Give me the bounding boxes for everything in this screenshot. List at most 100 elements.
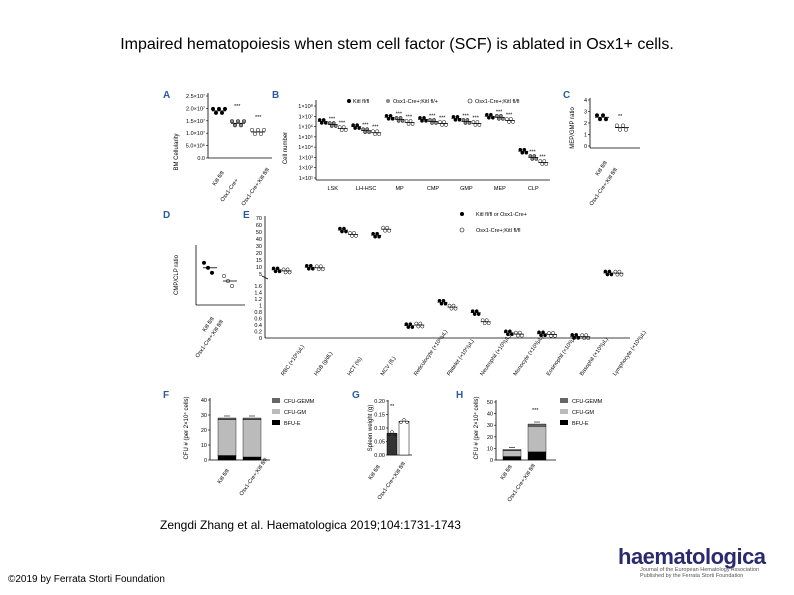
data-point (232, 123, 238, 128)
xtick-label: Reticulocyte (×10⁶/μL) (412, 328, 449, 377)
ytick-label: 1.4 (254, 291, 262, 297)
ytick-label: 10 (201, 443, 207, 449)
data-point (321, 118, 326, 122)
panel-f-ylabel: CFU # (per 2×10⁴ cells) (183, 396, 190, 459)
ytick-label: 10 (487, 446, 493, 452)
xtick-label: CLP (528, 186, 539, 192)
ytick-label: 1.0×10⁷ (186, 130, 205, 137)
panel-h: H CFU # (per 2×10⁴ cells) 50 40 30 20 10 0 **… (456, 390, 603, 503)
panel-g-xlabel-ctrl: Kitl fl/fl (368, 464, 382, 481)
panel-g-label: G (352, 390, 360, 401)
data-point (384, 113, 389, 118)
ytick-label: 0.4 (254, 323, 262, 329)
panel-c-sig: ** (618, 114, 623, 120)
data-point (613, 269, 618, 274)
significance-label: *** (462, 113, 469, 119)
significance-label: *** (472, 115, 479, 121)
panel-g: G Spleen weight (g) 0.20 0.15 0.10 0.05 0.00… (352, 390, 412, 501)
data-point (222, 106, 228, 111)
data-point (343, 128, 348, 132)
data-point (437, 298, 442, 303)
panel-e-legend: Kitl fl/fl or Osx1-Cre+ Osx1-Cre+;Kitl f… (459, 212, 527, 234)
data-point (414, 321, 419, 326)
data-point (516, 333, 520, 338)
panel-h-label: H (456, 390, 463, 401)
data-point (420, 324, 425, 329)
bar (386, 433, 398, 456)
panel-e-label: E (243, 210, 250, 221)
data-point (441, 298, 446, 303)
panel-h-xlabel-ctrl: Kitl fl/fl (500, 464, 514, 481)
panel-d-points (201, 260, 237, 289)
xtick-label: RBC (×10⁶/μL) (279, 343, 306, 377)
ytick-label: 0.8 (254, 310, 262, 316)
data-point (320, 267, 325, 272)
data-point (584, 333, 589, 338)
data-point (514, 330, 518, 335)
ytick-label: 0 (490, 458, 493, 464)
data-point (304, 263, 309, 268)
data-point (418, 321, 423, 326)
data-point (352, 231, 356, 235)
data-point (614, 123, 620, 128)
significance-label: *** (529, 149, 536, 155)
data-point (333, 124, 338, 128)
significance-label: *** (406, 114, 413, 120)
data-point (619, 272, 624, 277)
panel-b-yticks: 1×10⁸ 1×10⁷ 1×10⁶ 1×10⁵ 1×10⁴ 1×10³ 1×10² 1×10¹ (298, 103, 316, 182)
data-point (530, 157, 535, 161)
panel-a-label: A (163, 90, 170, 101)
data-point (477, 123, 482, 127)
copyright: ©2019 by Ferrata Storti Foundation (8, 574, 165, 585)
legend-e-marker-ko (459, 227, 465, 233)
ytick-label: 1×10⁴ (298, 144, 313, 151)
ytick-label: 50 (487, 400, 493, 406)
data-point (543, 333, 547, 338)
data-point (235, 119, 241, 124)
panel-b-xlabels: LSK LH-HSC MP CMP GMP MEP CLP (328, 186, 539, 192)
panel-b-legend: Kitl fl/fl Osx1-Cre+;Kitl fl/+ Osx1-Cre+… (347, 98, 519, 105)
data-point (353, 126, 357, 130)
data-point (350, 234, 354, 238)
data-point (339, 128, 344, 132)
xtick-label: HCT (%) (347, 356, 364, 377)
ytick-label: 0.10 (374, 426, 385, 432)
legend-f-swatch-gm (272, 409, 280, 414)
significance-label: *** (429, 113, 436, 119)
panel-d-label: D (163, 210, 170, 221)
ytick-label: 30 (487, 423, 493, 429)
ytick-label: 60 (256, 223, 262, 229)
significance-label: *** (372, 125, 379, 131)
ytick-label: 2.0×10⁷ (186, 105, 205, 112)
legend-f-gm: CFU-GM (284, 410, 306, 416)
data-point (283, 270, 288, 275)
data-point (390, 430, 394, 434)
data-point (281, 267, 286, 272)
data-point (385, 225, 389, 230)
data-point (455, 114, 460, 119)
xtick-label: LH-HSC (356, 186, 377, 192)
data-point (451, 114, 456, 119)
ytick-label: 1×10³ (299, 155, 313, 161)
data-point (463, 121, 468, 125)
data-point (497, 116, 501, 121)
data-point (367, 130, 371, 135)
legend-h-gm: CFU-GM (572, 410, 594, 416)
data-point (439, 301, 444, 306)
data-point (386, 116, 391, 121)
data-point (381, 225, 385, 230)
ytick-label: 0.20 (374, 399, 385, 405)
data-point (238, 123, 244, 128)
data-point (603, 269, 608, 274)
panel-g-yticks: 0.20 0.15 0.10 0.05 0.00 (374, 399, 388, 459)
ytick-label: 20 (201, 428, 207, 434)
panel-e-axis-break (261, 275, 269, 280)
data-point (447, 303, 452, 308)
data-point (210, 106, 216, 111)
panel-a: A BM Cellularity 2.5×10⁷ 2.0×10⁷ 1.5×10⁷ 1.… (163, 90, 272, 207)
data-point (444, 123, 448, 127)
panel-b-label: B (272, 90, 279, 101)
data-point (544, 162, 549, 166)
panel-f-xlabel-ctrl: Kitl fl/fl (217, 468, 231, 485)
